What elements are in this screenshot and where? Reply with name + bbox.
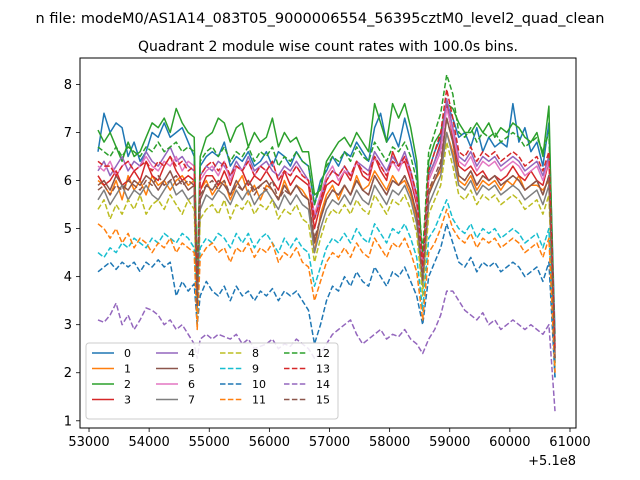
series-line-11 [97, 208, 556, 373]
y-tick-label: 6 [64, 174, 72, 189]
legend-label-13: 13 [316, 363, 330, 376]
legend-label-6: 6 [188, 378, 195, 391]
x-tick-label: 59000 [429, 435, 470, 450]
series-layer [97, 74, 556, 412]
legend-label-11: 11 [252, 394, 266, 407]
x-tick-label: 56000 [249, 435, 290, 450]
axes-frame [79, 57, 577, 429]
series-line-3 [97, 102, 556, 354]
legend-label-10: 10 [252, 378, 266, 391]
series-line-9 [97, 199, 556, 378]
y-tick-label: 5 [64, 222, 72, 237]
legend-label-15: 15 [316, 394, 330, 407]
legend-label-12: 12 [316, 347, 330, 360]
y-axis: 1 2 3 4 5 6 7 8 [64, 78, 80, 429]
plot-area: 53000 54000 55000 56000 57000 58000 59000 60000… [64, 57, 591, 469]
legend-label-14: 14 [316, 378, 330, 391]
legend-label-0: 0 [124, 347, 131, 360]
series-line-6 [97, 107, 556, 344]
x-tick-label: 57000 [309, 435, 350, 450]
x-tick-label: 60000 [489, 435, 530, 450]
series-line-12 [97, 74, 556, 344]
x-tick-label: 54000 [128, 435, 169, 450]
series-line-2 [97, 102, 556, 364]
chart-title: Quadrant 2 module wise count rates with … [138, 39, 518, 55]
x-axis-offset-label: +5.1e8 [528, 454, 576, 469]
legend-label-5: 5 [188, 363, 195, 376]
legend-label-7: 7 [188, 394, 195, 407]
x-tick-label: 58000 [369, 435, 410, 450]
x-axis: 53000 54000 55000 56000 57000 58000 59000 60000… [68, 428, 591, 450]
y-tick-label: 4 [64, 270, 72, 285]
y-tick-label: 3 [64, 318, 72, 333]
legend-label-9: 9 [252, 363, 259, 376]
legend-label-2: 2 [124, 378, 131, 391]
figure-suptitle: n file: modeM0/AS1A14_083T05_9000006554_… [36, 11, 605, 27]
y-tick-label: 2 [64, 366, 72, 381]
series-line-7 [97, 131, 556, 364]
series-line-8 [97, 141, 556, 368]
series-line-15 [97, 117, 556, 359]
y-tick-label: 7 [64, 126, 72, 141]
legend-label-3: 3 [124, 394, 131, 407]
legend-label-8: 8 [252, 347, 259, 360]
y-tick-label: 8 [64, 78, 72, 93]
legend-label-1: 1 [124, 363, 131, 376]
x-tick-label: 55000 [189, 435, 230, 450]
legend-label-4: 4 [188, 347, 195, 360]
y-tick-label: 1 [64, 414, 72, 429]
x-tick-label: 61000 [549, 435, 590, 450]
series-line-10 [97, 223, 556, 378]
legend-frame [85, 342, 339, 420]
series-line-13 [97, 88, 556, 349]
x-tick-label: 53000 [68, 435, 109, 450]
